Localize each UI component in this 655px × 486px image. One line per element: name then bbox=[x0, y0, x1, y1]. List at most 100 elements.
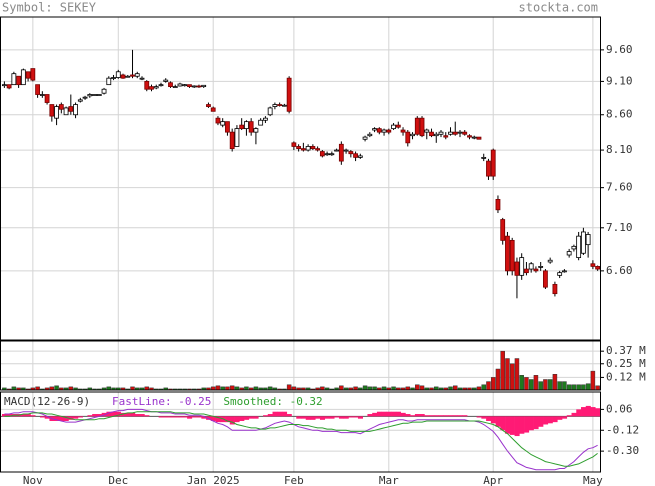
histogram-bar bbox=[429, 415, 435, 417]
candle-body bbox=[486, 160, 491, 177]
histogram-bar bbox=[120, 412, 126, 417]
candle-body bbox=[528, 263, 534, 270]
candle-body bbox=[595, 266, 601, 270]
histogram-bar bbox=[6, 414, 12, 417]
y-tick-label: -0.12 bbox=[606, 423, 639, 436]
candle-body bbox=[96, 94, 102, 96]
candle-body bbox=[547, 259, 553, 263]
candle-body bbox=[495, 199, 501, 211]
candle-body bbox=[20, 69, 26, 86]
candle-body bbox=[514, 261, 520, 276]
candle-body bbox=[538, 266, 544, 268]
histogram-bar bbox=[400, 412, 406, 417]
histogram-bar bbox=[395, 411, 401, 417]
histogram-bar bbox=[187, 416, 193, 419]
candle-body bbox=[63, 107, 69, 116]
histogram-bar bbox=[134, 414, 140, 417]
volume-bar bbox=[576, 384, 581, 391]
histogram-bar bbox=[338, 416, 345, 419]
candle-body bbox=[73, 104, 78, 116]
candle-body bbox=[234, 128, 240, 147]
candle-body bbox=[134, 73, 140, 77]
histogram-bar bbox=[353, 416, 359, 418]
candle-body bbox=[258, 119, 264, 126]
volume-bar bbox=[362, 385, 368, 391]
candle-body bbox=[30, 68, 36, 81]
candle-body bbox=[452, 131, 458, 135]
histogram-bar bbox=[196, 416, 202, 418]
volume-bar bbox=[419, 385, 425, 391]
histogram-bar bbox=[391, 411, 397, 417]
histogram-bar bbox=[448, 415, 454, 417]
histogram-bar bbox=[424, 415, 430, 417]
volume-bar bbox=[571, 384, 577, 391]
candle-body bbox=[324, 153, 330, 156]
candle-body bbox=[1, 84, 7, 87]
y-tick-label: -0.30 bbox=[606, 444, 639, 457]
candle-body bbox=[281, 104, 287, 107]
candle-body bbox=[524, 268, 529, 274]
histogram-bar bbox=[348, 416, 354, 418]
legend-label: Smoothed: -0.32 bbox=[223, 395, 322, 408]
candle-body bbox=[111, 77, 116, 79]
candle-body bbox=[410, 133, 415, 137]
histogram-bar bbox=[239, 416, 245, 421]
candle-body bbox=[500, 219, 506, 241]
candle-body bbox=[571, 245, 577, 250]
candle-body bbox=[77, 99, 83, 102]
candle-body bbox=[576, 235, 582, 259]
candle-body bbox=[239, 124, 245, 130]
histogram-bar bbox=[92, 414, 98, 417]
histogram-bar bbox=[168, 416, 174, 418]
x-tick-label: Nov bbox=[23, 474, 43, 486]
candle-body bbox=[334, 149, 339, 152]
panel-frame bbox=[0, 391, 601, 473]
histogram-bar bbox=[44, 416, 50, 419]
histogram-bar bbox=[538, 416, 544, 427]
histogram-bar bbox=[576, 409, 582, 417]
candle-body bbox=[580, 231, 586, 254]
x-tick-label: Apr bbox=[483, 474, 503, 486]
macd-line bbox=[4, 411, 598, 467]
candle-body bbox=[438, 131, 444, 135]
histogram-bar bbox=[277, 411, 283, 417]
y-tick-label: 7.60 bbox=[606, 181, 633, 194]
histogram-bar bbox=[286, 414, 292, 417]
histogram-bar bbox=[495, 416, 501, 427]
histogram-bar bbox=[58, 416, 64, 421]
candle-body bbox=[229, 131, 235, 150]
histogram-bar bbox=[172, 416, 178, 418]
volume-bar bbox=[486, 381, 491, 391]
y-tick-label: 0.06 bbox=[606, 402, 633, 415]
histogram-bar bbox=[20, 414, 27, 417]
histogram-bar bbox=[443, 415, 449, 417]
candle-body bbox=[471, 136, 477, 139]
histogram-bar bbox=[77, 416, 83, 418]
histogram-bar bbox=[367, 414, 373, 417]
histogram-bar bbox=[519, 416, 525, 434]
candle-body bbox=[338, 143, 344, 162]
panel-frame bbox=[0, 16, 601, 341]
volume-bar bbox=[505, 358, 510, 391]
histogram-bar bbox=[476, 416, 482, 418]
candle-body bbox=[566, 251, 572, 256]
candle-body bbox=[125, 75, 131, 78]
candle-body bbox=[11, 73, 17, 86]
volume-bar bbox=[557, 381, 562, 391]
candle-body bbox=[182, 84, 188, 87]
histogram-bar bbox=[543, 416, 549, 425]
volume-bar bbox=[581, 384, 586, 391]
candle-body bbox=[291, 142, 297, 147]
histogram-bar bbox=[528, 416, 534, 431]
histogram-bar bbox=[111, 411, 117, 417]
volume-bar bbox=[524, 377, 529, 391]
candle-body bbox=[362, 136, 368, 140]
histogram-bar bbox=[505, 416, 511, 434]
macd-title: MACD(12-26-9) bbox=[4, 395, 90, 408]
volume-bar bbox=[339, 385, 344, 391]
histogram-bar bbox=[2, 414, 8, 417]
histogram-bar bbox=[562, 416, 568, 419]
histogram-bar bbox=[315, 416, 321, 419]
candle-body bbox=[367, 133, 373, 137]
